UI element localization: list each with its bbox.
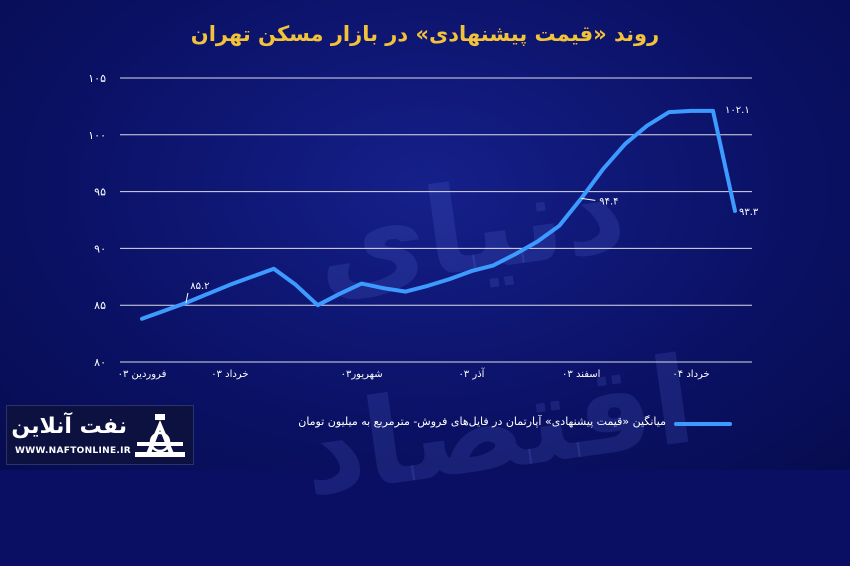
x-tick-label: خرداد ۰۳	[211, 369, 248, 380]
grid-layer	[120, 77, 752, 363]
y-axis-ticks: ۸۰ ۸۵ ۹۰ ۹۵ ۱۰۰ ۱۰۵	[88, 72, 106, 369]
y-tick-label: ۱۰۰	[88, 129, 106, 142]
x-tick-label: شهریور۰۳	[341, 369, 383, 380]
legend-label: میانگین «قیمت پیشنهادی» آپارتمان در فایل…	[298, 415, 666, 428]
x-tick-label: فروردین ۰۳	[118, 369, 167, 380]
series-line	[140, 108, 737, 321]
y-tick-label: ۸۰	[94, 356, 106, 369]
y-tick-label: ۱۰۵	[88, 72, 106, 85]
logo-name: نفت آنلاین	[11, 414, 127, 439]
data-label: ۹۴.۴	[599, 196, 618, 207]
y-tick-label: ۹۵	[94, 186, 106, 199]
oil-rig-icon	[135, 414, 185, 457]
series-layer	[140, 108, 737, 321]
x-axis-ticks: فروردین ۰۳ خرداد ۰۳ شهریور۰۳ آذر ۰۳ اسفند ۰۳…	[118, 367, 710, 380]
x-tick-label: خرداد ۰۴	[672, 369, 709, 380]
data-label-leader	[185, 292, 189, 304]
logo-url: WWW.NAFTONLINE.IR	[15, 446, 131, 456]
chart-canvas: ۸۰ ۸۵ ۹۰ ۹۵ ۱۰۰ ۱۰۵ فروردین ۰۳ خرداد ۰۳ شهریور۰…	[88, 72, 759, 380]
chart-title: روند «قیمت پیشنهادی» در بازار مسکن تهران	[190, 22, 660, 46]
y-tick-label: ۹۰	[94, 242, 106, 255]
data-label: ۸۵.۲	[190, 281, 209, 292]
data-labels: ۸۵.۲ ۹۴.۴ ۱۰۲.۱ ۹۳.۳	[185, 105, 759, 304]
y-tick-label: ۸۵	[94, 299, 106, 312]
legend: میانگین «قیمت پیشنهادی» آپارتمان در فایل…	[232, 408, 732, 438]
x-tick-label: اسفند ۰۳	[562, 369, 600, 380]
data-label-leader	[581, 197, 596, 201]
legend-line-swatch	[674, 422, 732, 426]
naftonline-logo: نفت آنلاین WWW.NAFTONLINE.IR	[6, 405, 194, 465]
data-label: ۱۰۲.۱	[725, 105, 750, 116]
x-tick-label: آذر ۰۳	[458, 367, 485, 380]
data-label: ۹۳.۳	[739, 207, 759, 218]
